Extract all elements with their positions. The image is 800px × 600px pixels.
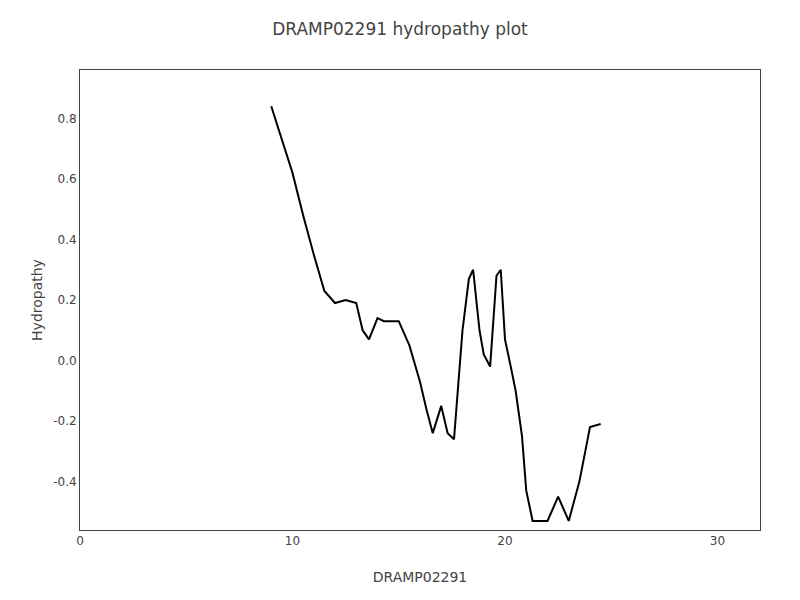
svg-text:0: 0 xyxy=(76,534,84,548)
svg-text:0.4: 0.4 xyxy=(58,233,77,247)
svg-text:0.2: 0.2 xyxy=(58,293,77,307)
svg-text:-0.2: -0.2 xyxy=(53,414,76,428)
svg-text:0.8: 0.8 xyxy=(58,112,77,126)
svg-text:20: 20 xyxy=(497,534,512,548)
svg-text:30: 30 xyxy=(710,534,725,548)
svg-text:0.0: 0.0 xyxy=(58,354,77,368)
svg-text:Hydropathy: Hydropathy xyxy=(29,259,45,341)
svg-text:10: 10 xyxy=(285,534,300,548)
svg-text:0.6: 0.6 xyxy=(58,172,77,186)
svg-text:DRAMP02291: DRAMP02291 xyxy=(373,569,468,585)
svg-text:-0.4: -0.4 xyxy=(53,475,76,489)
svg-text:DRAMP02291 hydropathy plot: DRAMP02291 hydropathy plot xyxy=(272,19,528,39)
